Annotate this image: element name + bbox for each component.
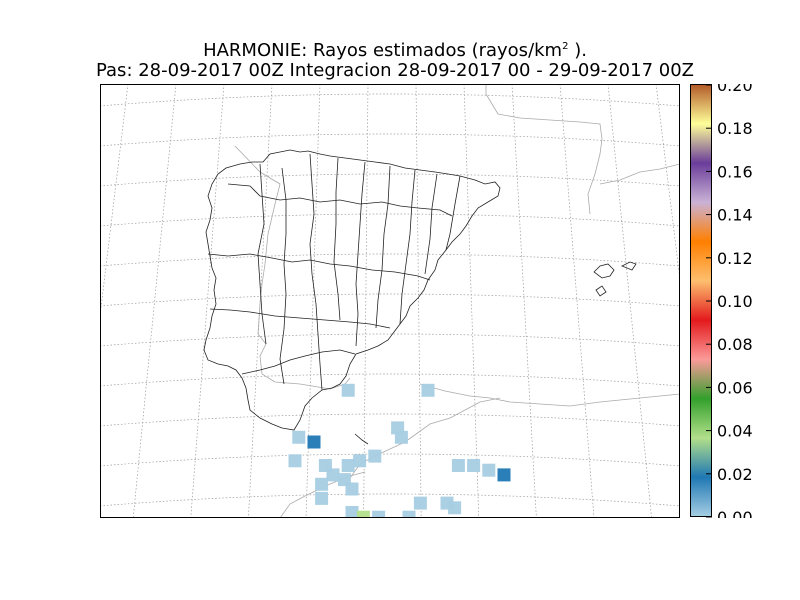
graticule-meridian xyxy=(190,84,225,518)
lightning-cell xyxy=(451,459,465,472)
title-superscript: 2 xyxy=(562,41,569,52)
graticule-parallel xyxy=(100,133,680,147)
lightning-cell xyxy=(467,459,481,472)
graticule-parallel xyxy=(100,253,680,267)
graticule-meridian xyxy=(132,84,177,518)
graticule-parallel xyxy=(100,333,680,347)
lightning-cell xyxy=(326,468,340,482)
graticule-parallel xyxy=(100,293,680,307)
colorbar: 0.00 0.02 0.04 0.06 0.08 0.10 0.12 0.14 0.16 0.18… xyxy=(690,84,753,518)
colorbar-tick-label: 0.00 xyxy=(717,508,753,518)
title-suffix: ). xyxy=(568,40,587,61)
chart-title-line-1: HARMONIE: Rayos estimados (rayos/km2 ). xyxy=(0,36,790,62)
lightning-cell xyxy=(402,510,416,518)
lightning-cell xyxy=(372,510,386,518)
graticule-meridian xyxy=(415,84,422,518)
balearic-islands xyxy=(593,261,637,297)
graticule-parallel xyxy=(100,413,680,427)
colorbar-tick-label: 0.02 xyxy=(717,465,753,484)
lightning-cell xyxy=(394,430,408,444)
map-background xyxy=(100,84,680,518)
map-frame xyxy=(100,84,680,518)
lightning-cell xyxy=(421,383,435,397)
colorbar-tick-label: 0.18 xyxy=(717,119,753,138)
lightning-cells xyxy=(288,383,511,518)
lightning-cell xyxy=(341,459,355,472)
colorbar-tick-label: 0.06 xyxy=(717,378,753,397)
title-text: HARMONIE: Rayos estimados (rayos/km xyxy=(203,40,563,61)
lightning-cell xyxy=(345,506,359,518)
graticule-meridian xyxy=(559,84,595,518)
graticule-parallel xyxy=(100,493,680,507)
lightning-cell xyxy=(497,468,511,482)
graticule-parallel xyxy=(100,373,680,387)
lightning-cell xyxy=(368,449,382,463)
lightning-cell xyxy=(353,454,367,468)
lightning-cell xyxy=(482,463,496,477)
lightning-cell xyxy=(356,510,370,518)
lightning-cell xyxy=(345,482,359,496)
graticule-parallel xyxy=(100,453,680,467)
lightning-cell xyxy=(292,430,306,444)
colorbar-tick-label: 0.08 xyxy=(717,335,753,354)
graticule-meridian xyxy=(511,84,537,518)
colorbar-ticks: 0.00 0.02 0.04 0.06 0.08 0.10 0.12 0.14 0.16 0.18… xyxy=(706,84,753,518)
colorbar-tick-label: 0.16 xyxy=(717,162,753,181)
graticule-meridian xyxy=(607,84,652,518)
lightning-cell xyxy=(307,435,321,449)
graticule-parallel xyxy=(100,173,680,187)
lightning-cell xyxy=(341,383,355,397)
map-panel xyxy=(100,84,680,518)
iberia-outline xyxy=(203,149,501,445)
graticule-meridian xyxy=(363,84,369,518)
lightning-cell xyxy=(413,496,427,510)
colorbar-tick-label: 0.14 xyxy=(717,206,753,225)
colorbar-tick-label: 0.12 xyxy=(717,249,753,268)
lightning-cell xyxy=(315,477,329,491)
colorbar-tick-label: 0.10 xyxy=(717,292,753,311)
colorbar-tick-label: 0.04 xyxy=(717,422,753,441)
lightning-cell xyxy=(315,491,329,505)
colorbar-tick-label: 0.20 xyxy=(717,84,753,95)
lightning-cell xyxy=(288,454,302,468)
graticule-meridian xyxy=(463,84,480,518)
lightning-cell xyxy=(448,501,462,515)
graticule-parallel xyxy=(100,93,680,107)
chart-title-line-2: Pas: 28-09-2017 00Z Integracion 28-09-20… xyxy=(95,60,694,81)
graticule-parallel xyxy=(100,213,680,227)
